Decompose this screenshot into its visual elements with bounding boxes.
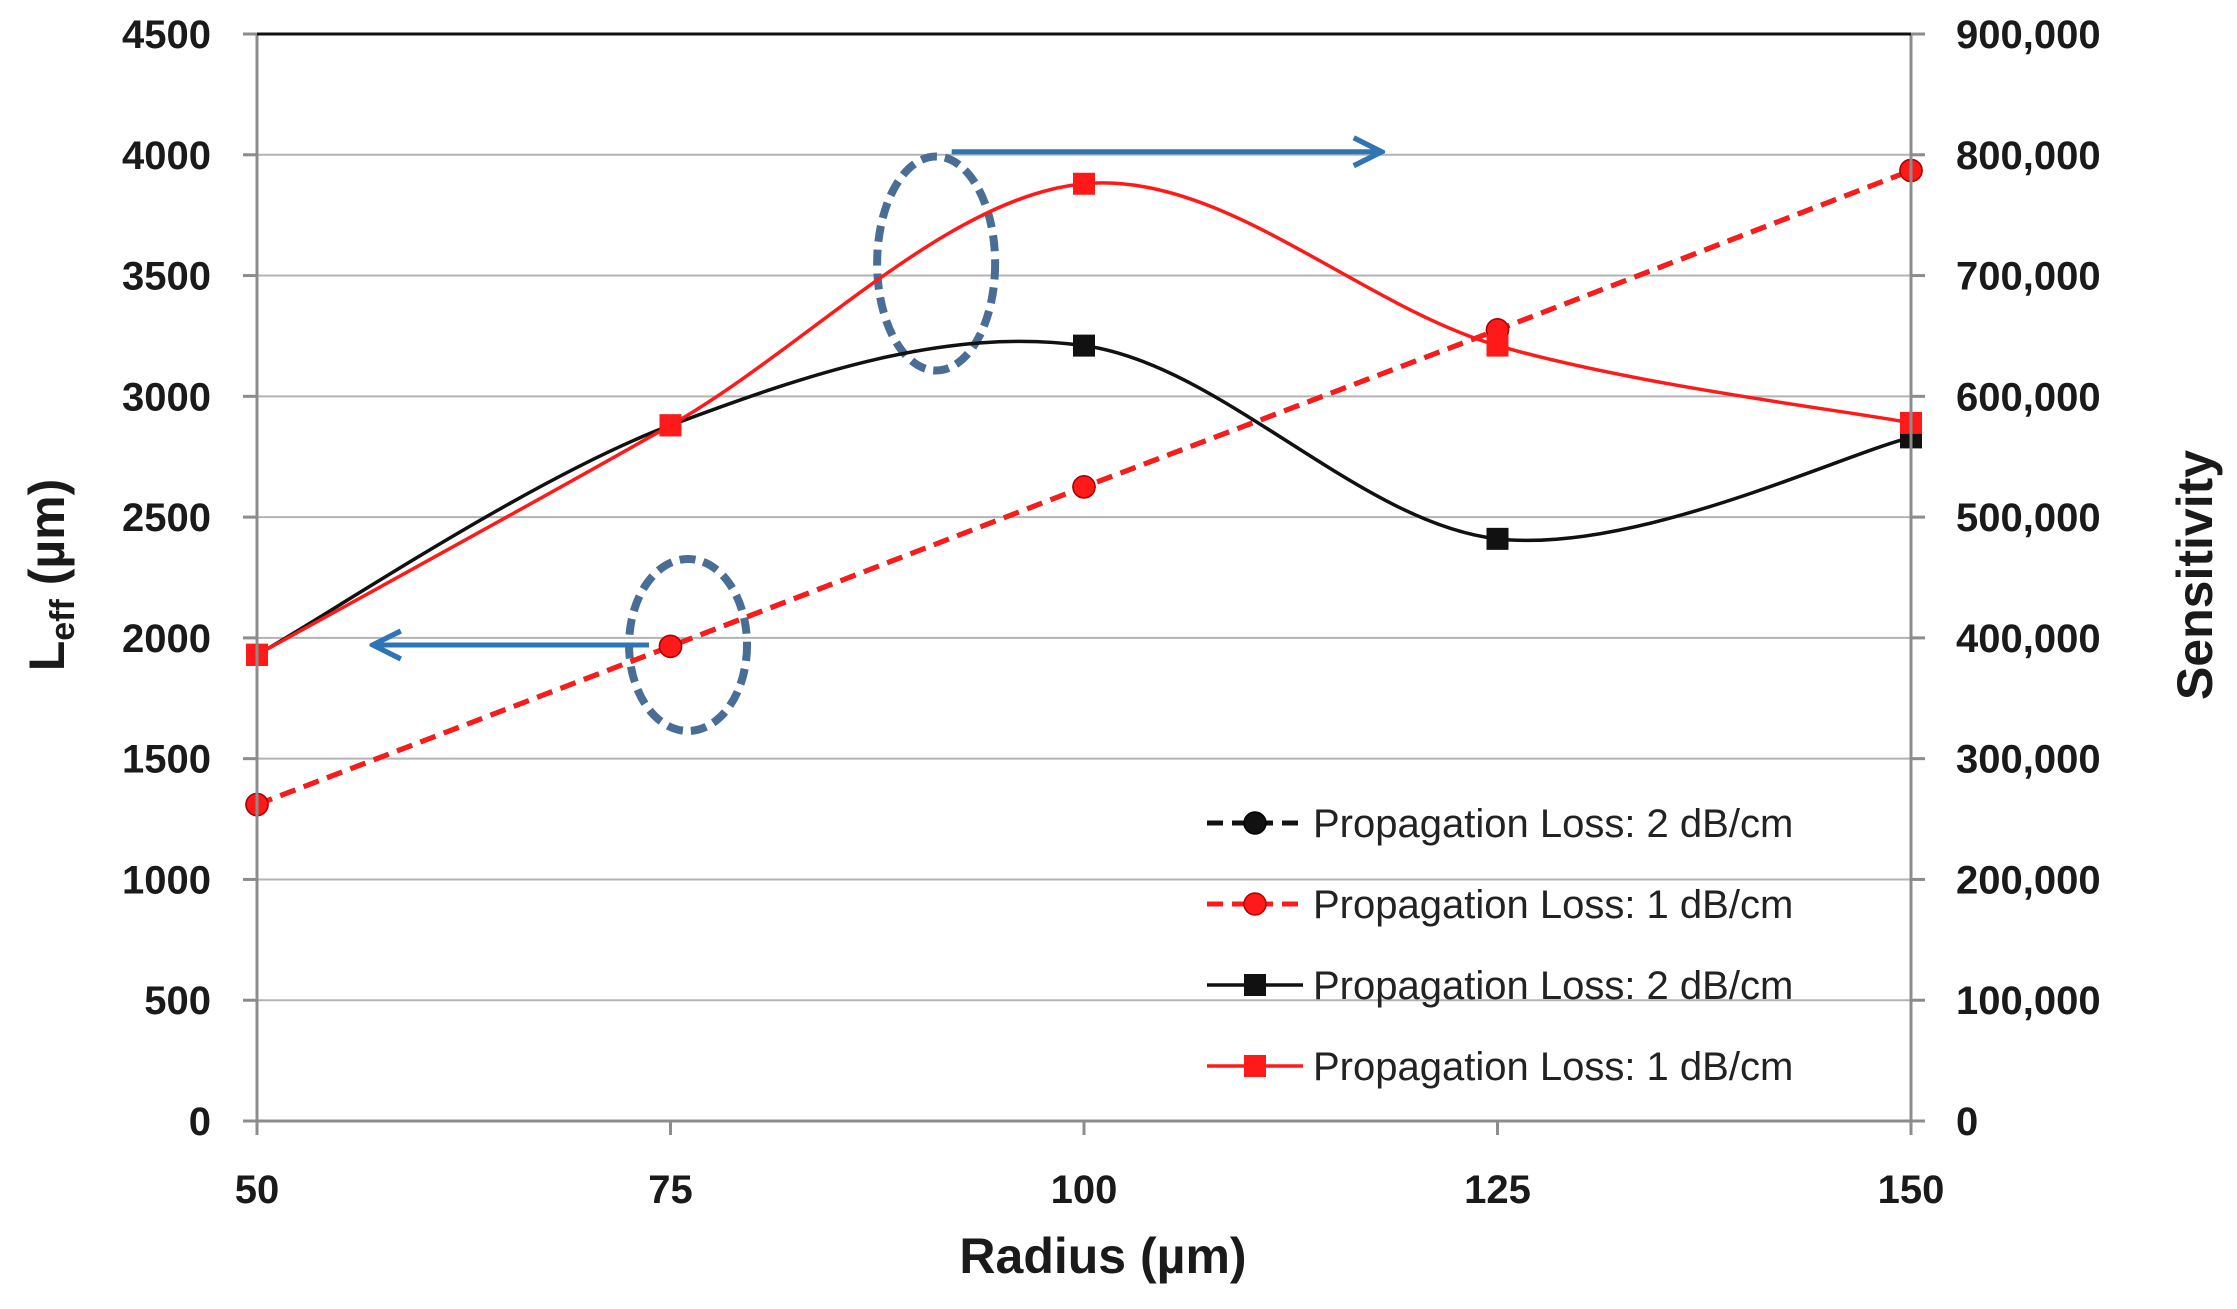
y-tick-label: 1500 (122, 738, 211, 782)
y-tick-label: 3500 (122, 255, 211, 299)
y2-tick-label: 800,000 (1956, 134, 2101, 178)
data-point (1486, 334, 1509, 357)
data-point (1073, 172, 1095, 195)
y-tick-label: 2000 (122, 617, 211, 661)
legend-label: Propagation Loss: 2 dB/cm (1313, 964, 1793, 1008)
y-tick-label: 1000 (122, 858, 211, 902)
x-tick-label: 50 (235, 1168, 280, 1212)
y2-tick-label: 100,000 (1956, 979, 2101, 1023)
legend-label: Propagation Loss: 1 dB/cm (1313, 883, 1793, 927)
x-tick-label: 150 (1878, 1168, 1945, 1212)
y-tick-label: 500 (144, 979, 211, 1023)
y-axis-title-main: L (19, 641, 75, 672)
y2-tick-label: 400,000 (1956, 617, 2101, 661)
y-tick-label: 0 (189, 1100, 211, 1144)
y2-tick-label: 0 (1956, 1100, 1978, 1144)
legend-swatch-marker (1244, 974, 1266, 996)
y-tick-label: 4000 (122, 134, 211, 178)
y2-tick-label: 200,000 (1956, 858, 2101, 902)
legend-swatch-marker (1243, 892, 1267, 916)
series-2 (245, 158, 1923, 817)
y2-tick-label: 700,000 (1956, 255, 2101, 299)
y2-tick-label: 500,000 (1956, 496, 2101, 540)
data-point (1073, 334, 1095, 357)
legend-label: Propagation Loss: 1 dB/cm (1313, 1045, 1793, 1089)
series-line (256, 181, 1912, 657)
y-axis-title-unit: (µm) (19, 479, 75, 599)
y2-tick-label: 900,000 (1956, 13, 2101, 57)
data-point (658, 634, 683, 659)
x-tick-label: 100 (1051, 1168, 1118, 1212)
legend-item-2: Propagation Loss: 1 dB/cm (1207, 883, 1793, 927)
y-tick-label: 3000 (122, 375, 211, 419)
y2-tick-label: 600,000 (1956, 375, 2101, 419)
series (245, 158, 1923, 817)
legend-swatch-marker (1243, 811, 1267, 835)
data-point (659, 414, 682, 437)
legend-item-4: Propagation Loss: 1 dB/cm (1207, 1045, 1793, 1089)
legend: Propagation Loss: 2 dB/cm Propagation Los… (1207, 802, 1793, 1089)
tick-labels: 0 0 500 100,000 1000 200,000 1500 300,000 2000 40… (122, 13, 2101, 1212)
series-4 (246, 172, 1922, 666)
data-point (1486, 527, 1509, 550)
legend-item-3: Propagation Loss: 2 dB/cm (1207, 964, 1793, 1008)
y-axis-title-subscript: eff (44, 599, 82, 641)
data-point (1072, 475, 1096, 499)
y2-tick-label: 300,000 (1956, 738, 2101, 782)
y-axis-title: Leff (µm) (19, 479, 82, 672)
x-axis-title: Radius (µm) (959, 1228, 1246, 1284)
x-tick-label: 125 (1464, 1168, 1531, 1212)
axes (243, 32, 1925, 1135)
legend-item-1: Propagation Loss: 2 dB/cm (1207, 802, 1793, 846)
right-axis-indicator-ellipse (873, 152, 1000, 375)
y-tick-label: 2500 (122, 496, 211, 540)
legend-swatch-marker (1244, 1055, 1266, 1077)
y2-axis-title: Sensitivity (2167, 450, 2223, 700)
legend-label: Propagation Loss: 2 dB/cm (1313, 802, 1793, 846)
annotations (373, 152, 1382, 735)
y-tick-label: 4500 (122, 13, 211, 57)
x-tick-label: 75 (648, 1168, 693, 1212)
